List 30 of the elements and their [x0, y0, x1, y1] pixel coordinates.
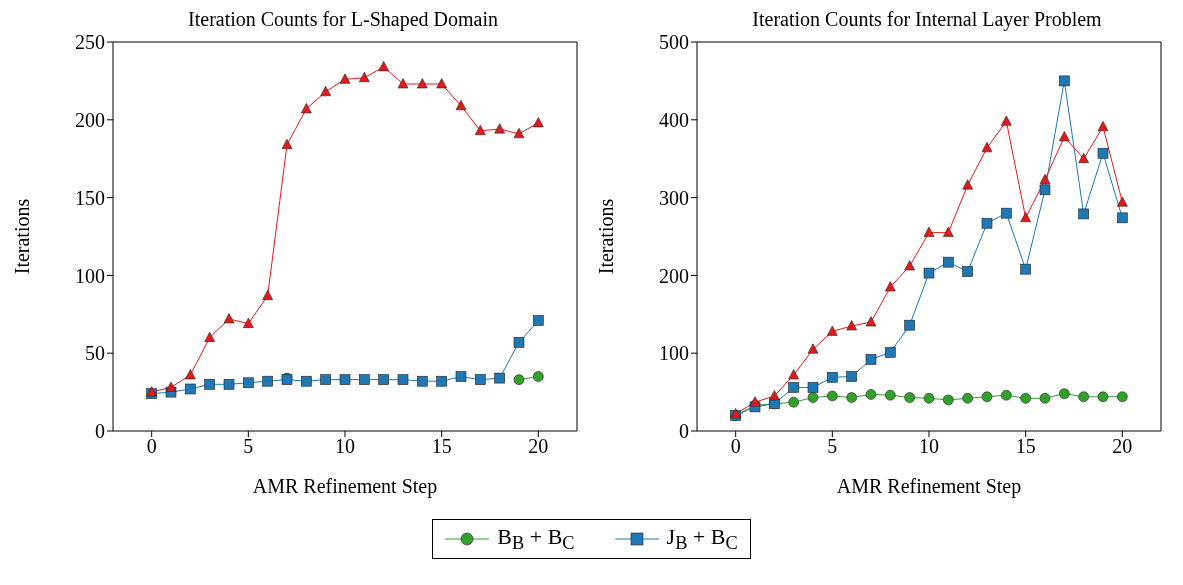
x-tick-label: 5: [243, 435, 254, 458]
x-tick-label: 15: [1015, 435, 1036, 458]
legend-label: J$_{B}$ + B$_{C}$: [666, 524, 738, 555]
y-tick-label: 50: [85, 342, 105, 365]
y-tick-label: 500: [659, 31, 689, 54]
y-tick-label: 200: [75, 108, 105, 131]
chart-title: Iteration Counts for L-Shaped Domain: [187, 8, 499, 31]
y-tick-label: 100: [659, 342, 689, 365]
x-tick-label: 0: [730, 435, 741, 458]
y-tick-label: 0: [95, 420, 105, 443]
y-tick-label: 200: [659, 264, 689, 287]
y-tick-label: 0: [679, 420, 689, 443]
y-tick-label: 300: [659, 186, 689, 209]
y-tick-label: 100: [75, 264, 105, 287]
legend-label: B$_{B}$ + B$_{C}$: [497, 524, 575, 555]
y-tick-label: 150: [75, 186, 105, 209]
x-tick-label: 10: [335, 435, 355, 458]
x-tick-label: 20: [528, 435, 549, 458]
x-axis-title: AMR Refinement Step: [252, 475, 438, 498]
y-axis-title: Iterations: [595, 198, 618, 275]
chart-title: Iteration Counts for Internal Layer Problem: [751, 8, 1103, 31]
y-axis-title: Iterations: [11, 198, 34, 275]
x-tick-label: 20: [1112, 435, 1133, 458]
x-tick-label: 0: [146, 435, 157, 458]
x-tick-label: 15: [431, 435, 452, 458]
x-tick-label: 10: [919, 435, 939, 458]
x-axis-title: AMR Refinement Step: [836, 475, 1022, 498]
y-tick-label: 250: [75, 31, 105, 54]
x-tick-label: 5: [827, 435, 838, 458]
y-tick-label: 400: [659, 108, 689, 131]
